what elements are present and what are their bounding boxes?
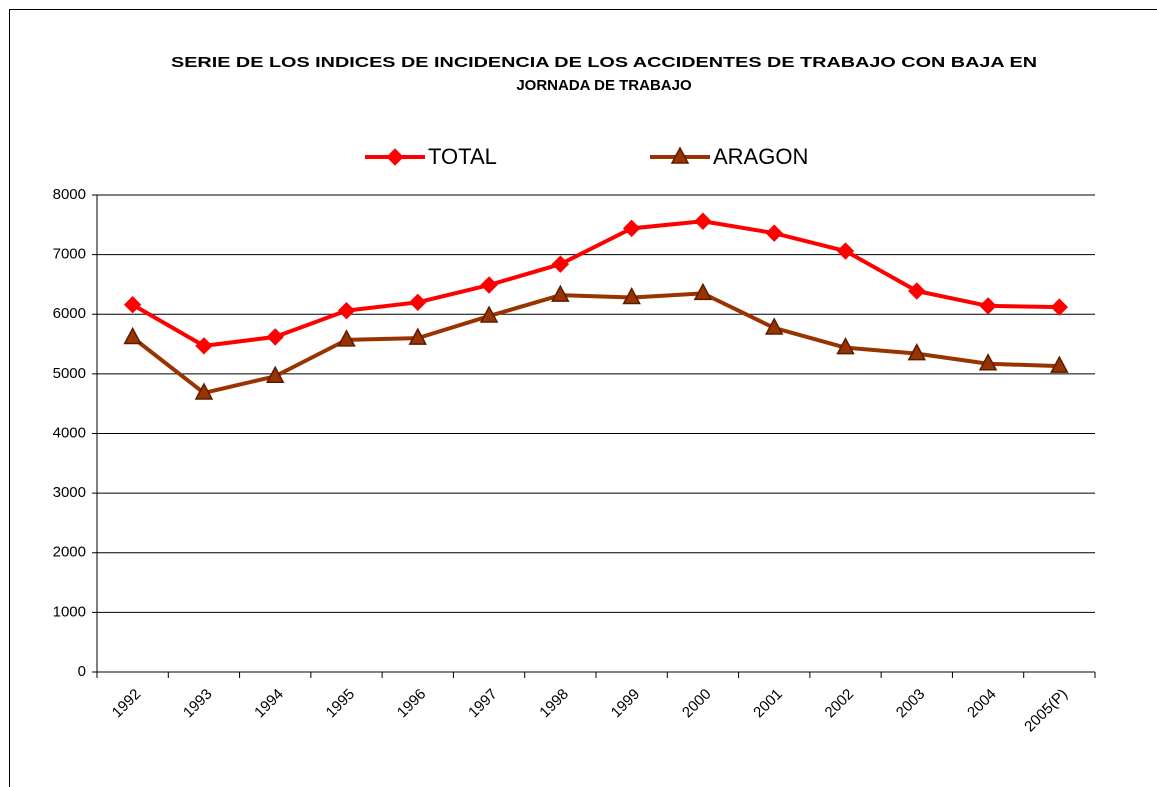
point	[979, 297, 997, 315]
point	[978, 353, 998, 371]
point	[337, 301, 356, 320]
point	[693, 282, 713, 301]
point	[622, 286, 641, 305]
y-tick-label: 7000	[53, 246, 86, 263]
legend-label: ARAGON	[713, 144, 808, 169]
chart-title: SERIE DE LOS INDICES DE INCIDENCIA DE LO…	[171, 54, 1037, 71]
y-tick-label: 0	[78, 663, 86, 680]
point	[551, 255, 570, 273]
point	[670, 146, 690, 164]
point	[479, 305, 499, 323]
point	[265, 365, 285, 384]
point	[123, 326, 142, 345]
point	[622, 219, 641, 238]
point	[1050, 355, 1069, 373]
y-tick-label: 2000	[53, 544, 86, 561]
point	[480, 276, 498, 294]
point	[908, 282, 926, 300]
chart-title: JORNADA DE TRABAJO	[516, 77, 692, 94]
point	[907, 343, 927, 361]
y-tick-label: 6000	[53, 305, 86, 322]
point	[764, 317, 784, 335]
point	[337, 329, 356, 347]
legend-item: ARAGON	[650, 144, 808, 169]
chart-border	[9, 9, 1157, 787]
legend-item: TOTAL	[365, 144, 497, 169]
point	[409, 293, 427, 312]
point	[195, 337, 213, 355]
point	[836, 242, 855, 260]
point	[386, 148, 404, 166]
point	[266, 328, 284, 346]
y-tick-label: 5000	[53, 365, 86, 382]
point	[551, 284, 570, 302]
point	[408, 327, 428, 345]
y-tick-label: 8000	[53, 186, 86, 203]
y-tick-label: 3000	[53, 484, 86, 501]
point	[194, 382, 214, 400]
point	[694, 212, 712, 230]
series-line	[131, 219, 1060, 348]
point	[765, 224, 783, 242]
series-line	[131, 291, 1060, 395]
point	[123, 296, 142, 314]
legend-label: TOTAL	[428, 144, 497, 169]
y-tick-label: 1000	[53, 603, 86, 620]
y-tick-label: 4000	[53, 424, 86, 441]
point	[836, 337, 855, 355]
point	[1050, 298, 1069, 316]
